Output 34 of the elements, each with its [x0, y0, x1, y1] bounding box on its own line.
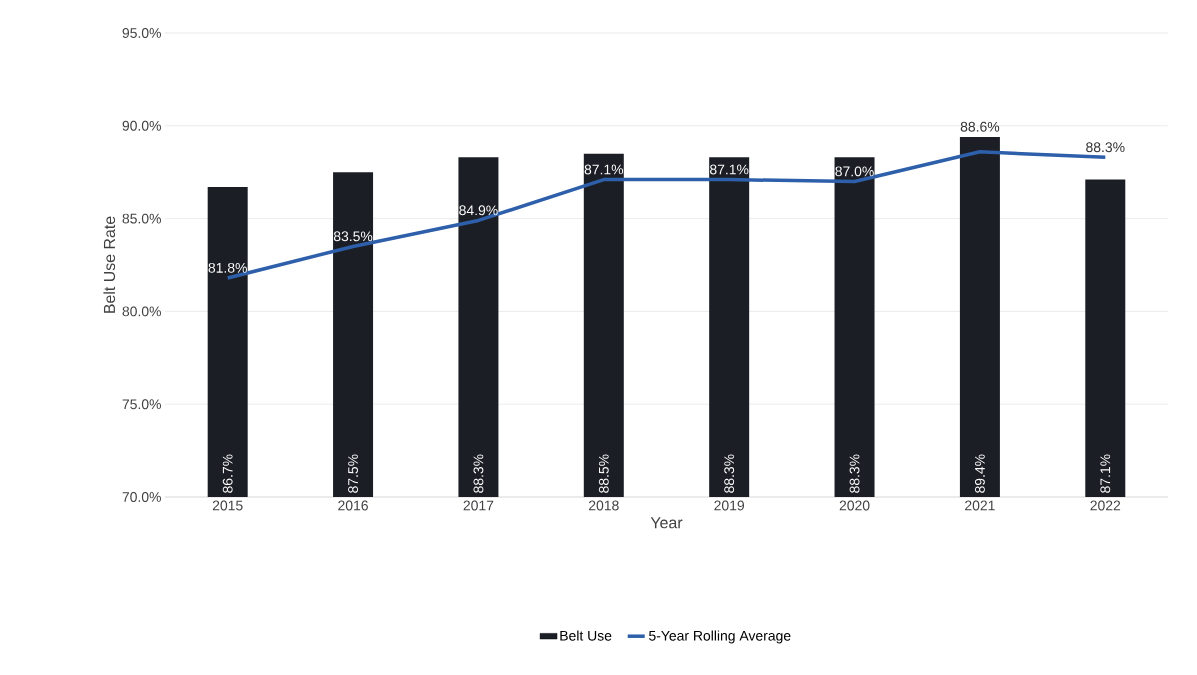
data-label: 87.5%	[348, 454, 358, 493]
data-label: 87.1%	[1100, 454, 1111, 493]
x-tick-label: 2015	[212, 500, 243, 511]
y-tick-label: 75.0%	[122, 399, 161, 410]
data-label: 83.5%	[333, 231, 373, 242]
data-label: 89.4%	[974, 454, 985, 493]
data-label: 87.0%	[835, 166, 874, 177]
legend-label: Belt Use	[560, 630, 612, 641]
x-tick-label: 2022	[1090, 500, 1121, 511]
data-label: 87.1%	[584, 164, 624, 175]
data-label: 88.6%	[960, 121, 1000, 132]
data-label: 81.8%	[208, 262, 247, 273]
x-tick-label: 2018	[588, 500, 619, 511]
x-tick-label: 2020	[839, 500, 870, 511]
x-tick-label: 2019	[714, 500, 745, 511]
y-tick-label: 70.0%	[122, 492, 161, 502]
data-label: 88.3%	[724, 454, 735, 493]
y-tick-label: 95.0%	[122, 28, 161, 38]
y-tick-label: 90.0%	[122, 120, 161, 131]
data-label: 87.1%	[710, 164, 749, 175]
y-tick-label: 80.0%	[122, 306, 161, 317]
y-axis-title: Belt Use Rate	[103, 216, 116, 313]
data-label: 88.3%	[473, 454, 484, 493]
data-label: 84.9%	[459, 205, 498, 216]
y-tick-label: 85.0%	[122, 213, 161, 224]
data-label: 88.3%	[1086, 142, 1125, 153]
x-tick-label: 2021	[965, 500, 995, 511]
data-label: 86.7%	[222, 454, 233, 493]
x-tick-label: 2016	[338, 500, 368, 511]
x-tick-label: 2017	[463, 500, 494, 511]
data-label: 88.3%	[849, 454, 860, 493]
data-label: 88.5%	[598, 454, 609, 493]
legend-label: 5-Year Rolling Average	[649, 630, 791, 644]
x-axis-title: Year	[650, 517, 683, 529]
